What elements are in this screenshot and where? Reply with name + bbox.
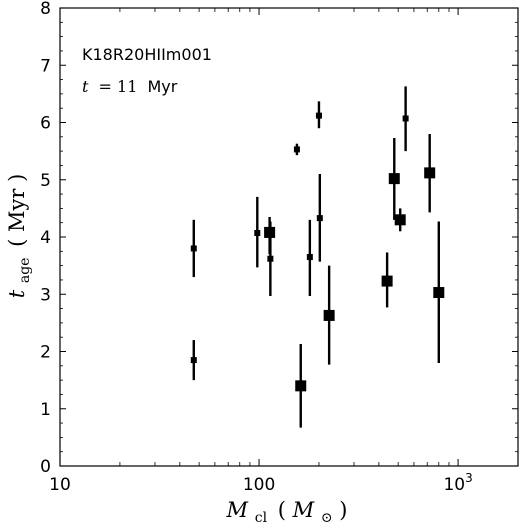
x-axis-label-open-paren: ( (278, 498, 286, 522)
data-point-8 (315, 101, 322, 129)
data-point-7 (306, 219, 313, 296)
y-axis-label-main: t (5, 289, 29, 298)
data-point-16 (433, 221, 445, 363)
time-annotation-unit: Myr (147, 77, 177, 96)
marker-square (267, 255, 274, 262)
marker-square (254, 229, 261, 236)
marker-square (293, 146, 300, 153)
y-tick-label-8: 8 (40, 0, 51, 19)
y-tick-label-2: 2 (40, 343, 51, 363)
x-tick-label-exponent: 3 (465, 471, 473, 485)
x-tick-label-10: 10 (49, 475, 71, 495)
data-point-1 (190, 340, 197, 381)
x-tick-label-base: 10 (443, 475, 465, 495)
marker-square (190, 245, 197, 252)
marker-square (394, 214, 406, 226)
marker-square (388, 173, 400, 185)
data-point-12 (388, 137, 400, 220)
x-axis-label-sub: cl (255, 510, 268, 526)
x-axis-label: M cl ( M ⊙ ) (226, 498, 348, 527)
marker-square (323, 309, 335, 321)
y-axis-label: t age ( Myr ) (5, 174, 34, 299)
time-annotation-eq: = 11 (99, 77, 138, 96)
marker-square (295, 380, 307, 392)
y-tick-label-4: 4 (40, 228, 51, 248)
data-point-5 (293, 143, 300, 156)
x-tick-label-100: 100 (243, 475, 275, 495)
x-axis-label-unit: M (292, 498, 315, 522)
y-axis-label-unit: Myr (5, 188, 29, 232)
y-tick-label-0: 0 (40, 457, 51, 477)
data-point-10 (323, 265, 335, 365)
data-point-4 (267, 221, 274, 296)
x-axis-label-main: M (226, 498, 249, 522)
data-point-11 (381, 252, 393, 308)
data-point-2 (254, 196, 261, 268)
marker-square (381, 275, 393, 287)
marker-square (424, 167, 436, 179)
x-tick-label-1000: 103 (443, 471, 472, 495)
run-name-annotation: K18R20HIIm001 (82, 45, 212, 64)
y-axis-label-close-paren: ) (5, 174, 29, 182)
y-tick-label-5: 5 (40, 171, 51, 191)
data-point-9 (316, 174, 323, 262)
y-axis-label-sub: age (17, 258, 33, 284)
y-tick-label-6: 6 (40, 114, 51, 134)
time-annotation: t = 11 Myr (82, 77, 178, 96)
y-tick-label-3: 3 (40, 285, 51, 305)
data-point-15 (424, 133, 436, 213)
x-axis-label-unit-sub: ⊙ (321, 510, 333, 526)
data-points (190, 86, 445, 428)
y-tick-label-1: 1 (40, 400, 51, 420)
y-axis-label-open-paren: ( (5, 239, 29, 247)
data-point-14 (402, 86, 409, 152)
x-axis-label-close-paren: ) (339, 498, 347, 522)
marker-square (306, 254, 313, 261)
marker-square (190, 357, 197, 364)
data-point-6 (295, 344, 307, 428)
time-annotation-var: t (82, 77, 89, 96)
marker-square (315, 112, 322, 119)
marker-square (402, 115, 409, 122)
marker-square (433, 287, 445, 299)
y-tick-label-7: 7 (40, 56, 51, 76)
data-point-13 (394, 208, 406, 232)
marker-square (316, 215, 323, 222)
data-point-0 (190, 219, 197, 278)
